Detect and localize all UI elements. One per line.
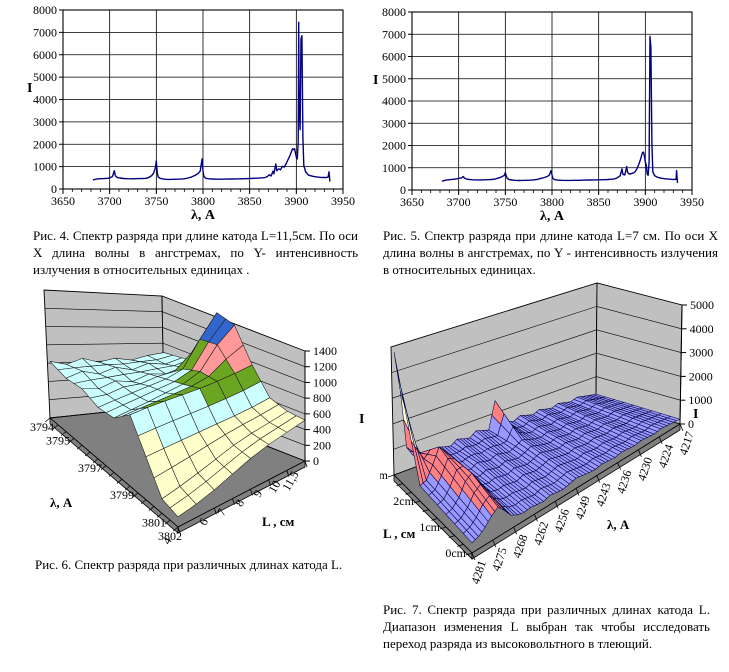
svg-text:400: 400 [313, 423, 331, 437]
axes [387, 304, 687, 561]
svg-text:3850: 3850 [238, 194, 262, 208]
fig7-surface-chart: 0cm 1cm 2cm 5cm 4281427542684262425642494243… [380, 278, 729, 593]
svg-text:3794: 3794 [30, 420, 54, 434]
surface-mesh [393, 351, 681, 544]
svg-text:5000: 5000 [33, 70, 57, 84]
svg-text:2000: 2000 [33, 137, 57, 151]
svg-text:7000: 7000 [33, 25, 57, 39]
svg-text:4224: 4224 [655, 443, 676, 470]
svg-text:L , см: L , см [262, 514, 294, 529]
svg-text:4000: 4000 [690, 322, 714, 336]
axes [44, 350, 310, 534]
svg-text:5cm: 5cm [380, 468, 389, 482]
svg-text:3750: 3750 [493, 195, 517, 209]
svg-text:4236: 4236 [614, 468, 635, 495]
svg-text:4000: 4000 [33, 93, 57, 107]
svg-text:6000: 6000 [33, 48, 57, 62]
svg-text:3799: 3799 [110, 488, 134, 502]
svg-text:800: 800 [313, 391, 331, 405]
svg-text:1400: 1400 [313, 344, 337, 358]
svg-text:I: I [373, 73, 378, 88]
svg-text:4243: 4243 [593, 481, 614, 508]
fig4-caption: Рис. 4. Спектр разряда при длине катода … [33, 228, 358, 278]
svg-text:3650: 3650 [51, 194, 75, 208]
plot-area [59, 9, 344, 194]
svg-text:4275: 4275 [489, 546, 510, 573]
svg-text:3801: 3801 [142, 515, 166, 529]
svg-text:4217: 4217 [676, 430, 697, 457]
svg-text:3700: 3700 [447, 195, 471, 209]
svg-text:I: I [693, 407, 698, 422]
fig5-caption: Рис. 5. Спектр разряда при длине катода … [383, 228, 718, 278]
svg-text:5000: 5000 [690, 298, 714, 312]
svg-text:0cm: 0cm [445, 546, 466, 560]
plot-area [408, 11, 693, 195]
spectrum-line [441, 35, 679, 183]
fig6-surface-chart: 3794 3795 3797 3799 3801 3802 4 6 7 8 9 10 11,5 0 200 4… [0, 283, 380, 555]
svg-text:3950: 3950 [331, 194, 355, 208]
svg-text:λ, A: λ, A [540, 209, 565, 224]
svg-text:8000: 8000 [33, 3, 57, 17]
svg-text:3850: 3850 [587, 195, 611, 209]
svg-text:200: 200 [313, 438, 331, 452]
svg-text:1cm: 1cm [419, 520, 440, 534]
svg-text:3000: 3000 [689, 346, 713, 360]
fig6-caption: Рис. 6. Спектр разряда при различных дли… [35, 557, 343, 572]
svg-text:3700: 3700 [98, 194, 122, 208]
fig7-caption: Рис. 7. Спектр разряда при различных дли… [383, 602, 710, 652]
svg-text:3800: 3800 [191, 194, 215, 208]
svg-text:7000: 7000 [382, 27, 406, 41]
svg-text:3950: 3950 [680, 195, 704, 209]
svg-text:3802: 3802 [158, 529, 182, 543]
svg-text:3750: 3750 [144, 194, 168, 208]
svg-text:1000: 1000 [382, 161, 406, 175]
svg-text:6000: 6000 [382, 50, 406, 64]
svg-text:3797: 3797 [78, 461, 102, 475]
svg-text:3650: 3650 [400, 195, 424, 209]
svg-text:I: I [27, 81, 32, 96]
svg-text:3000: 3000 [33, 115, 57, 129]
svg-text:L , см: L , см [383, 526, 415, 541]
svg-text:4281: 4281 [468, 559, 489, 586]
svg-text:λ, A: λ, A [50, 495, 73, 510]
svg-text:4262: 4262 [531, 520, 552, 547]
svg-text:4256: 4256 [551, 507, 572, 534]
floor-slab [471, 423, 681, 560]
svg-text:1200: 1200 [313, 360, 337, 374]
svg-text:3000: 3000 [382, 116, 406, 130]
svg-text:3800: 3800 [540, 195, 564, 209]
svg-text:λ, A: λ, A [191, 208, 216, 223]
svg-text:4000: 4000 [382, 94, 406, 108]
svg-text:I: I [359, 412, 364, 427]
svg-text:4230: 4230 [635, 455, 656, 482]
svg-text:4268: 4268 [510, 533, 531, 560]
svg-text:3900: 3900 [284, 194, 308, 208]
svg-text:λ, A: λ, A [607, 517, 630, 532]
svg-text:4249: 4249 [572, 494, 593, 521]
svg-text:3900: 3900 [633, 195, 657, 209]
svg-text:0: 0 [313, 454, 319, 468]
svg-text:1000: 1000 [33, 160, 57, 174]
svg-text:0: 0 [400, 183, 406, 197]
surface-mesh [49, 312, 306, 518]
svg-text:2000: 2000 [382, 139, 406, 153]
svg-text:2cm: 2cm [393, 494, 414, 508]
floor-slab [177, 460, 306, 534]
svg-text:1000: 1000 [688, 393, 712, 407]
svg-text:1000: 1000 [313, 375, 337, 389]
svg-text:600: 600 [313, 407, 331, 421]
svg-text:3795: 3795 [46, 434, 70, 448]
svg-text:0: 0 [51, 182, 57, 196]
fig4-line-chart: 3650 3700 3750 3800 3850 3900 3950 0 1000 2000 300… [0, 0, 365, 224]
fig5-line-chart: 3650 3700 3750 3800 3850 3900 3950 0 1000 2000 300… [365, 0, 729, 224]
svg-text:2000: 2000 [689, 369, 713, 383]
svg-text:0: 0 [688, 417, 694, 431]
svg-text:8000: 8000 [382, 5, 406, 19]
spectrum-line [92, 21, 331, 182]
svg-text:5000: 5000 [382, 72, 406, 86]
